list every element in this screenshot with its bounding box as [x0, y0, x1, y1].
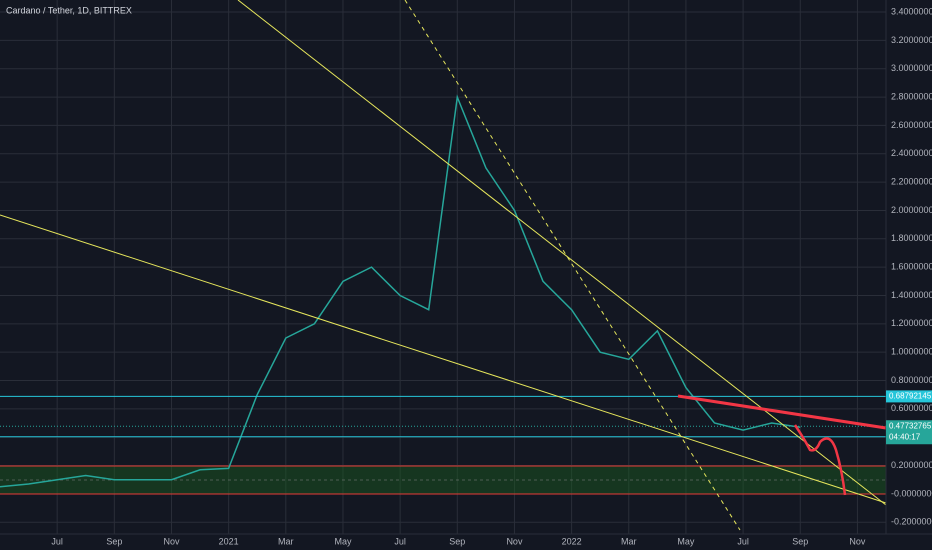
- trend-line-dashed: [404, 0, 741, 531]
- x-tick-label: Nov: [849, 536, 866, 546]
- x-tick-label: Nov: [506, 536, 523, 546]
- x-tick-label: Jul: [737, 536, 749, 546]
- level-label: 0.68792145: [889, 392, 932, 401]
- x-tick-label: Mar: [621, 536, 637, 546]
- plot: [0, 94, 886, 488]
- projection-path: [793, 424, 847, 496]
- last-price-tag: [886, 420, 932, 445]
- y-tick-label: 3.40000000: [891, 6, 932, 16]
- x-tick-label: 2021: [219, 536, 239, 546]
- trend-line: [0, 214, 887, 504]
- y-tick-label: 0.20000000: [891, 460, 932, 470]
- resistance-line: [677, 394, 887, 430]
- x-tick-label: Sep: [106, 536, 122, 546]
- x-tick-label: Sep: [792, 536, 808, 546]
- x-tick-label: Mar: [278, 536, 294, 546]
- x-tick-label: Jul: [51, 536, 63, 546]
- chart-title: Cardano / Tether, 1D, BITTREX: [6, 5, 132, 15]
- y-tick-label: -0.20000000: [891, 517, 932, 527]
- x-tick-label: Jul: [394, 536, 406, 546]
- last-price-label: 0.47732765: [889, 421, 932, 430]
- y-tick-label: 1.20000000: [891, 318, 932, 328]
- y-tick-label: 2.40000000: [891, 148, 932, 158]
- grid: [0, 0, 886, 534]
- x-tick-label: Nov: [163, 536, 180, 546]
- price-axis: [886, 0, 932, 550]
- countdown-label: 04:40:17: [889, 432, 921, 441]
- x-tick-label: May: [677, 536, 695, 546]
- level-tag: [886, 390, 932, 403]
- trend-line: [237, 0, 887, 506]
- y-tick-label: 3.20000000: [891, 35, 932, 45]
- y-tick-label: 1.40000000: [891, 290, 932, 300]
- x-tick-label: Sep: [449, 536, 465, 546]
- y-tick-label: 2.20000000: [891, 176, 932, 186]
- x-tick-label: May: [334, 536, 352, 546]
- price-line: [0, 94, 801, 488]
- x-tick-label: 2022: [562, 536, 582, 546]
